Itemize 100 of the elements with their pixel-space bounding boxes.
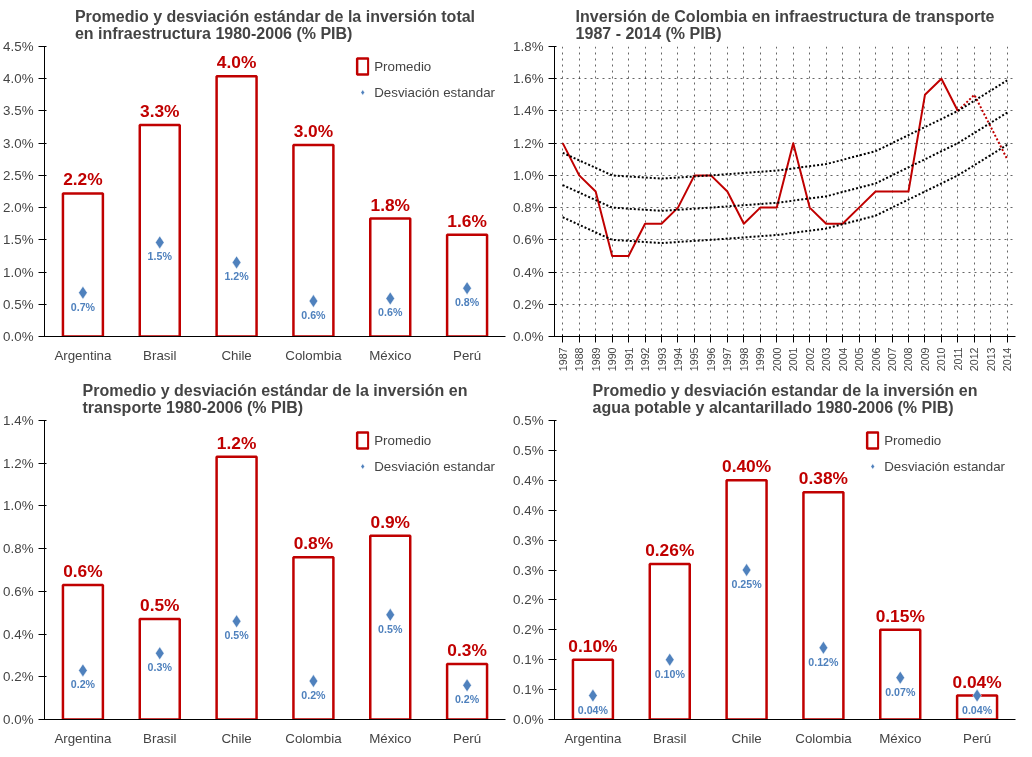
data-label: 0.12% xyxy=(808,655,840,668)
data-label: 0.6% xyxy=(63,560,103,581)
data-label: 0.5% xyxy=(378,622,403,635)
x-tick-label: 1995 xyxy=(688,347,701,372)
data-label: 0.04% xyxy=(961,703,993,716)
y-tick-label: 0.5% xyxy=(3,296,34,312)
data-label: 0.7% xyxy=(70,300,96,313)
data-label: 0.5% xyxy=(224,629,250,642)
y-tick-label: 1.4% xyxy=(3,413,34,428)
x-tick-label: Brasil xyxy=(143,347,177,363)
data-label: 0.9% xyxy=(370,511,410,532)
data-label: 0.40% xyxy=(722,456,772,477)
y-tick-label: 0.2% xyxy=(513,296,544,312)
x-tick-label: 2013 xyxy=(984,347,997,372)
x-tick-label: 2011 xyxy=(951,347,964,371)
x-tick-label: 1987 xyxy=(556,347,569,372)
data-label: 1.2% xyxy=(216,432,257,453)
x-tick-label: 2005 xyxy=(853,347,866,372)
y-tick-label: 1.2% xyxy=(3,455,34,471)
x-tick-label: Chile xyxy=(221,730,252,746)
data-label: 0.10% xyxy=(568,635,618,656)
data-label: 0.6% xyxy=(301,309,327,322)
legend-label: Promedio xyxy=(374,432,432,448)
x-tick-label: Perú xyxy=(453,730,482,746)
x-tick-label: 1993 xyxy=(655,347,668,372)
x-tick-label: 2003 xyxy=(820,347,833,372)
y-tick-label: 0.0% xyxy=(513,329,544,344)
x-tick-label: Brasil xyxy=(143,730,177,746)
x-tick-label: 2009 xyxy=(918,347,931,372)
data-label: 3.0% xyxy=(293,121,334,142)
y-tick-label: 3.0% xyxy=(3,135,34,151)
data-label: 0.8% xyxy=(454,296,480,309)
legend-label: Desviación estandar xyxy=(374,458,495,474)
y-tick-label: 1.8% xyxy=(513,39,544,54)
x-tick-label: 2008 xyxy=(902,347,915,372)
y-tick-label: 0.2% xyxy=(513,592,544,608)
chart-title: Inversión de Colombia en infraestructura de transporte 1987 - 2014 (% PIB) xyxy=(575,7,995,42)
x-tick-label: Perú xyxy=(453,347,482,363)
x-tick-label: 1998 xyxy=(737,347,750,372)
legend-label: Promedio xyxy=(374,58,432,74)
x-tick-label: Chile xyxy=(731,730,762,746)
data-label: 0.10% xyxy=(654,667,686,680)
y-tick-label: 0.1% xyxy=(513,652,544,668)
data-label: 1.8% xyxy=(370,194,410,215)
y-tick-label: 3.5% xyxy=(3,103,34,119)
x-tick-label: Colombia xyxy=(285,730,343,746)
x-tick-label: Colombia xyxy=(795,730,853,746)
x-tick-label: 2012 xyxy=(968,347,981,372)
x-tick-label: 1990 xyxy=(606,347,619,372)
data-label: 0.3% xyxy=(447,639,487,660)
y-tick-label: 0.3% xyxy=(513,562,544,578)
x-tick-label: 1996 xyxy=(704,347,717,372)
y-tick-label: 0.8% xyxy=(3,541,34,557)
y-tick-label: 0.6% xyxy=(513,232,544,248)
x-tick-label: Argentina xyxy=(54,730,113,746)
x-tick-label: México xyxy=(369,347,412,363)
x-tick-label: 2001 xyxy=(787,347,800,372)
y-tick-label: 4.0% xyxy=(3,71,34,87)
y-tick-label: 0.5% xyxy=(513,413,544,428)
x-tick-label: 1999 xyxy=(754,347,767,372)
data-label: 4.0% xyxy=(216,52,257,73)
data-label: 0.25% xyxy=(731,578,763,590)
data-label: 0.38% xyxy=(798,468,848,489)
data-label: 2.2% xyxy=(63,169,103,190)
x-tick-label: 1997 xyxy=(721,347,734,372)
y-tick-label: 1.4% xyxy=(513,103,544,119)
y-tick-label: 0.4% xyxy=(513,472,544,488)
data-label: 0.6% xyxy=(378,306,403,319)
x-tick-label: 1988 xyxy=(573,347,586,372)
y-tick-label: 1.6% xyxy=(513,71,544,87)
data-label: 0.2% xyxy=(301,689,327,702)
y-tick-label: 2.0% xyxy=(3,200,34,216)
data-label: 0.07% xyxy=(885,685,916,698)
x-tick-label: Colombia xyxy=(285,347,343,363)
data-label: 0.04% xyxy=(577,703,609,716)
x-tick-label: 2004 xyxy=(836,347,849,372)
legend-label: Promedio xyxy=(884,432,942,448)
x-tick-label: Brasil xyxy=(653,730,687,746)
y-tick-label: 0.4% xyxy=(513,502,544,518)
y-tick-label: 1.0% xyxy=(3,264,34,280)
x-tick-label: México xyxy=(879,730,922,746)
data-label: 1.5% xyxy=(147,250,173,263)
chart-title: Promedio y desviación estandar de la inversión en agua potable y alcantarillado 1980-2006 (% PIB) xyxy=(592,381,978,416)
x-tick-label: Chile xyxy=(221,347,252,363)
x-tick-label: 1991 xyxy=(622,347,635,372)
x-tick-label: 2000 xyxy=(770,347,783,372)
legend-label: Desviación estandar xyxy=(374,84,495,100)
y-tick-label: 0.6% xyxy=(3,583,34,599)
y-tick-label: 0.2% xyxy=(513,622,544,638)
x-tick-label: 1992 xyxy=(639,347,652,372)
y-tick-label: 0.4% xyxy=(513,264,544,280)
data-label: 0.5% xyxy=(140,595,180,616)
x-tick-label: 2006 xyxy=(869,347,882,372)
data-label: 1.6% xyxy=(447,210,487,231)
y-tick-label: 0.2% xyxy=(3,669,34,685)
y-tick-label: 0.4% xyxy=(3,626,34,642)
y-tick-label: 0.5% xyxy=(513,442,544,458)
x-tick-label: 2010 xyxy=(935,347,948,372)
x-tick-label: 2014 xyxy=(1001,347,1014,372)
y-tick-label: 0.0% xyxy=(513,712,544,727)
